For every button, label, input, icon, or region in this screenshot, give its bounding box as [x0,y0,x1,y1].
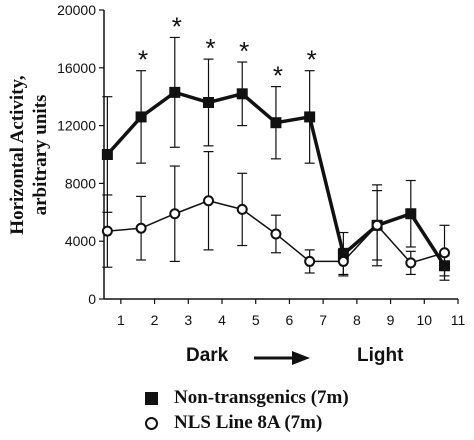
data-point [304,255,316,267]
significance-star: * [138,45,148,75]
data-point [101,149,113,160]
x-tick-label: 7 [319,312,327,328]
data-point [169,208,181,220]
series-0 [101,36,451,277]
x-tick-label: 6 [286,312,294,328]
data-point [236,203,248,215]
data-point [405,257,417,269]
y-axis-label-line-2: arbitrary units [30,95,51,216]
axes: 0 4000 8000 12000 16000 20000 1 2 3 4 5 6 7 8 9 10 11 [57,2,465,328]
y-tick-label: 8000 [65,175,96,191]
open-circle-icon [145,416,158,430]
legend-label: Non-transgenics (7m) [174,387,349,408]
data-point [270,117,282,129]
x-tick-label: 8 [353,312,361,328]
y-tick-label: 12000 [57,118,96,134]
x-label-light: Light [357,345,404,366]
data-point [371,219,383,231]
significance-star: * [239,36,249,66]
series-1 [101,151,451,281]
x-tick-label: 9 [387,312,395,328]
data-point [169,86,181,98]
legend-label: NLS Line 8A (7m) [174,412,323,433]
significance-markers: * * * * * * [138,11,317,90]
y-tick-label: 20000 [57,2,96,18]
x-tick-label: 1 [117,312,125,328]
data-point [203,195,215,207]
x-tick-label: 3 [184,312,192,328]
data-point [101,225,113,237]
significance-star: * [172,11,182,41]
significance-star: * [307,45,317,75]
data-point [270,228,282,240]
y-axis-label: Horizontal Activity, arbitrary units [7,75,51,235]
data-point [203,96,215,108]
legend-item-nls-line: NLS Line 8A (7m) [145,412,322,434]
y-tick-label: 0 [88,291,96,307]
series [101,36,451,281]
data-point [405,208,417,220]
x-tick-label: 4 [218,312,226,328]
activity-chart: 0 4000 8000 12000 16000 20000 1 2 3 4 5 6 7 8 9 10 11 Ho… [7,2,465,328]
filled-square-icon [145,391,158,405]
data-point [236,88,248,100]
data-point [337,255,349,267]
data-point [304,111,316,123]
x-tick-label: 2 [151,312,159,328]
y-axis-label-line-1: Horizontal Activity, [7,75,28,235]
significance-star: * [205,33,215,63]
data-point [439,247,451,259]
arrow-right-icon [254,351,310,365]
legend-item-non-transgenics: Non-transgenics (7m) [145,387,349,409]
y-tick-label: 4000 [65,233,96,249]
x-tick-label: 11 [451,312,466,328]
x-label-dark: Dark [186,345,229,366]
x-tick-label: 5 [252,312,260,328]
significance-star: * [273,61,283,91]
y-tick-label: 16000 [57,60,96,76]
data-point [135,222,147,234]
data-point [135,111,147,123]
x-tick-label: 10 [416,312,432,328]
